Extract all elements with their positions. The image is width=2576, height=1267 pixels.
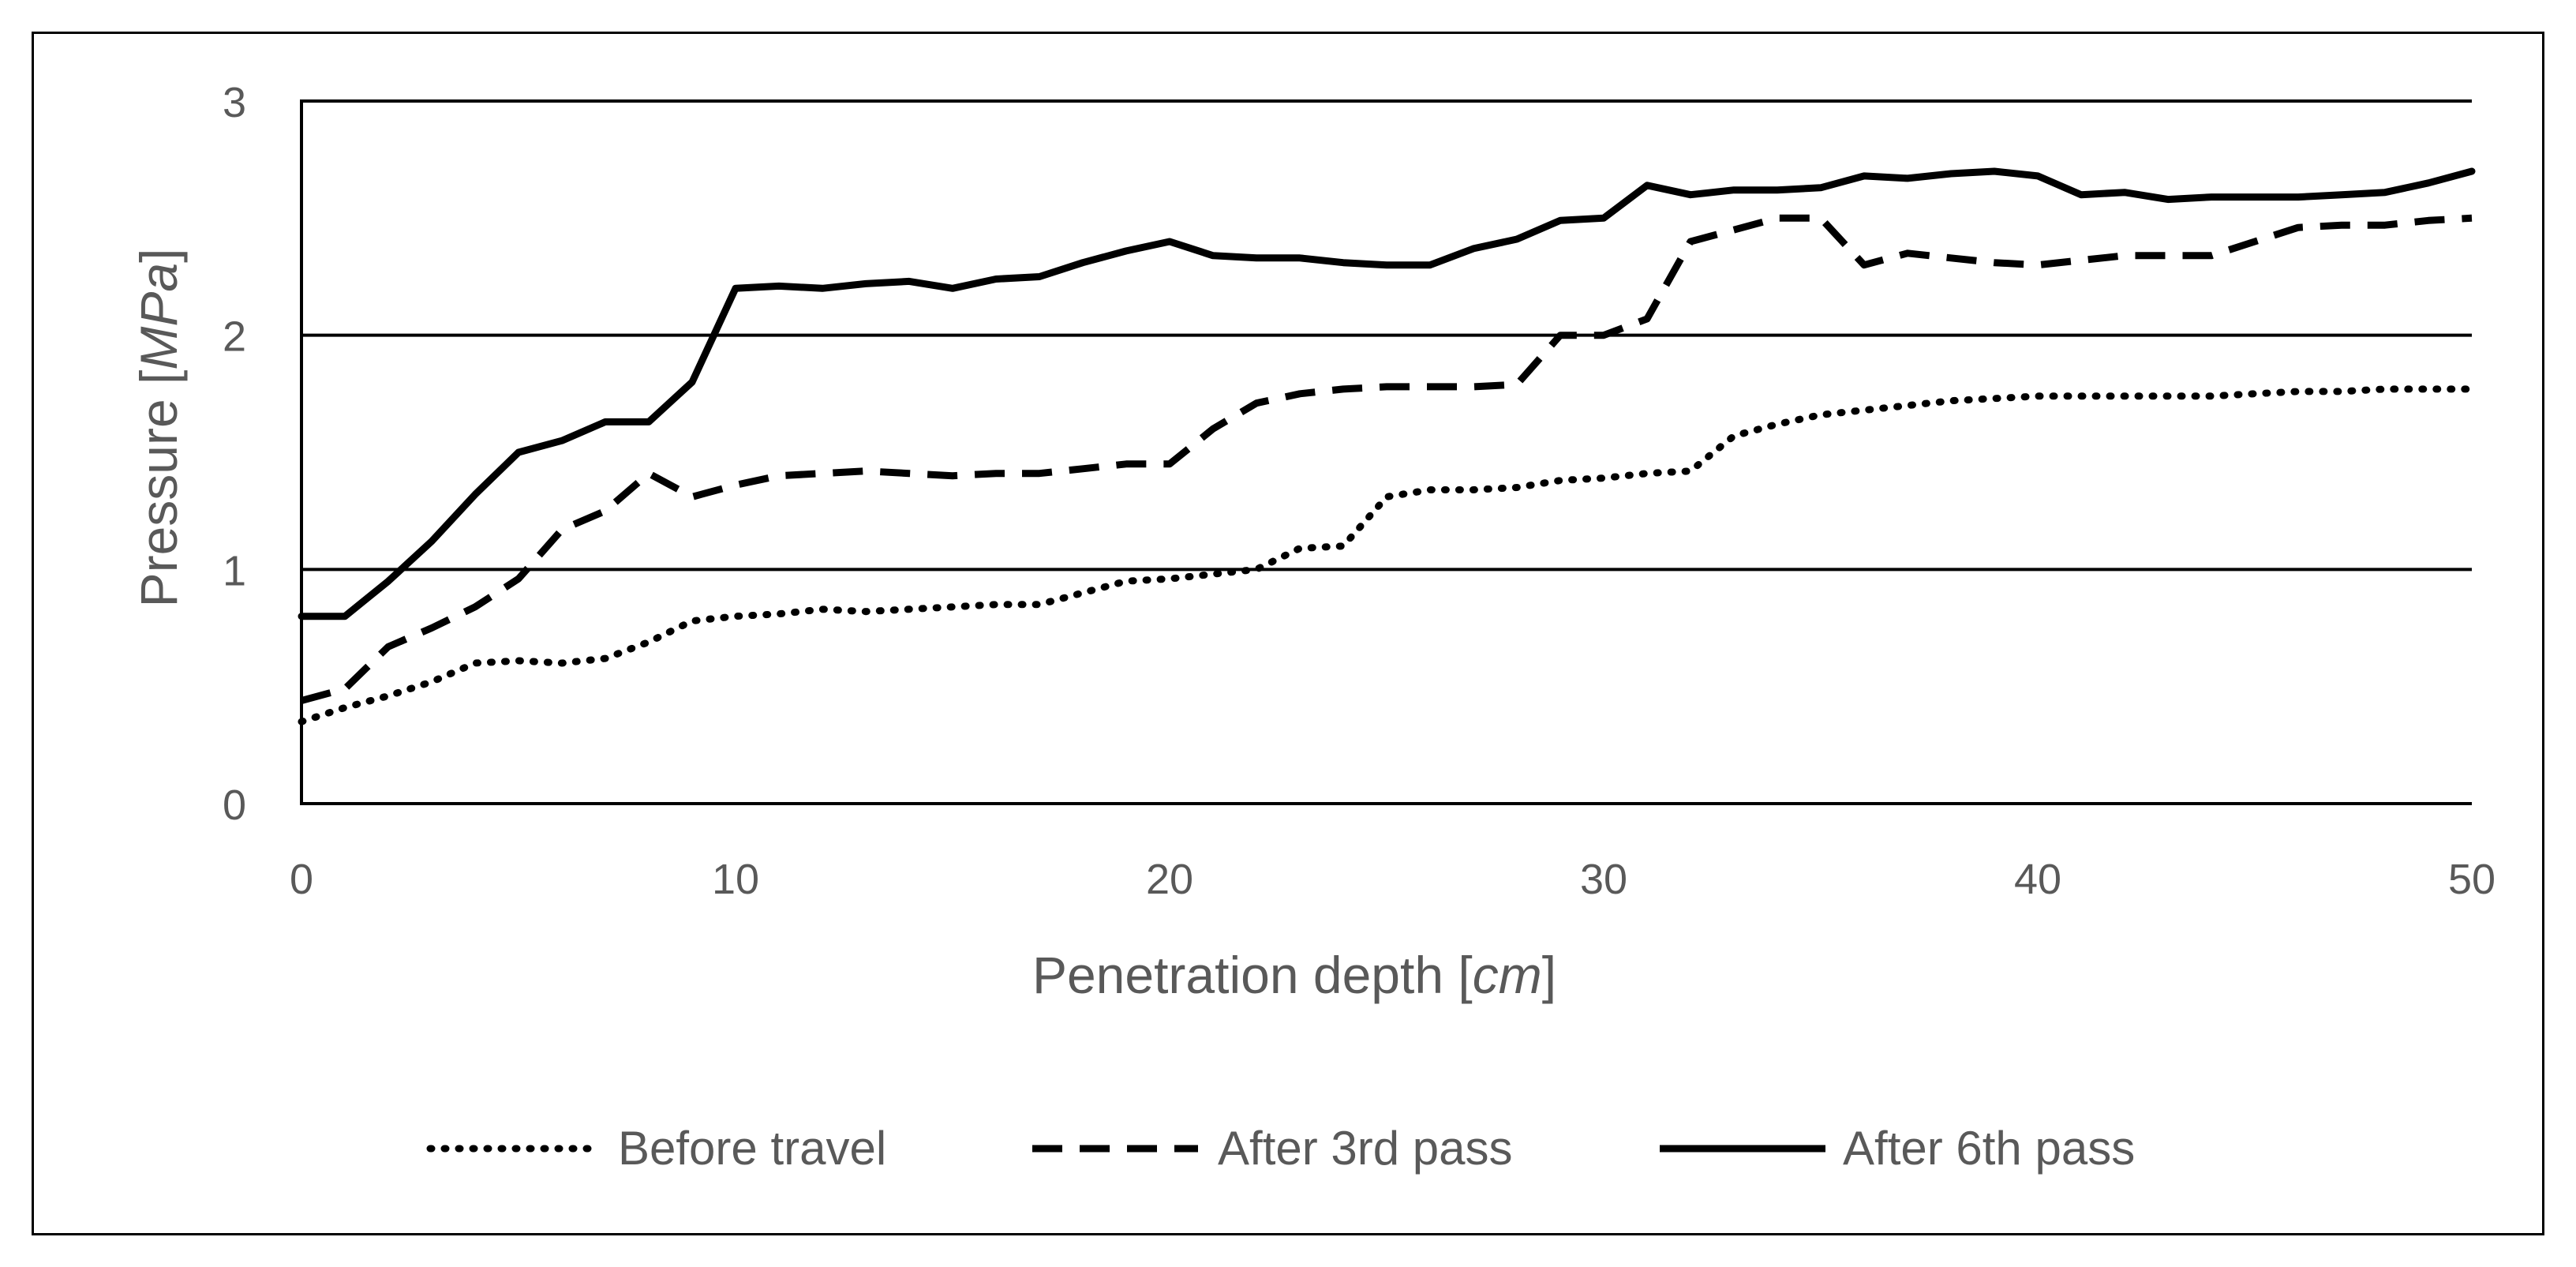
y-tick-label: 3 <box>223 79 246 126</box>
series-line-after-6th-pass <box>298 167 2476 620</box>
x-axis-title: Penetration depth [cm] <box>1032 946 1556 1004</box>
legend: Before travel After 3rd pass After 6th p… <box>426 1122 2135 1175</box>
gridlines <box>301 99 2472 572</box>
chart-frame <box>32 32 2544 1235</box>
y-axis-title: Pressure [MPa] <box>129 249 188 608</box>
y-tick-label: 0 <box>223 782 246 829</box>
x-tick-label: 0 <box>290 856 313 903</box>
x-tick-label: 10 <box>712 856 759 903</box>
y-tick-label: 2 <box>223 313 246 361</box>
series-line-before-travel <box>298 385 2476 725</box>
legend-label-before-travel: Before travel <box>618 1122 886 1175</box>
x-tick-label: 20 <box>1146 856 1193 903</box>
series-lines <box>298 167 2476 725</box>
series-line-after-3rd-pass <box>300 214 2473 704</box>
y-tick-label: 1 <box>223 547 246 594</box>
y-tick-labels: 0 1 2 3 <box>223 79 246 829</box>
x-tick-labels: 0 10 20 30 40 50 <box>290 856 2496 903</box>
legend-label-after-6th-pass: After 6th pass <box>1843 1122 2135 1175</box>
x-tick-label: 30 <box>1580 856 1627 903</box>
axes <box>300 99 2472 805</box>
legend-label-after-3rd-pass: After 3rd pass <box>1218 1122 1513 1175</box>
x-tick-label: 50 <box>2448 856 2496 903</box>
x-tick-label: 40 <box>2014 856 2061 903</box>
